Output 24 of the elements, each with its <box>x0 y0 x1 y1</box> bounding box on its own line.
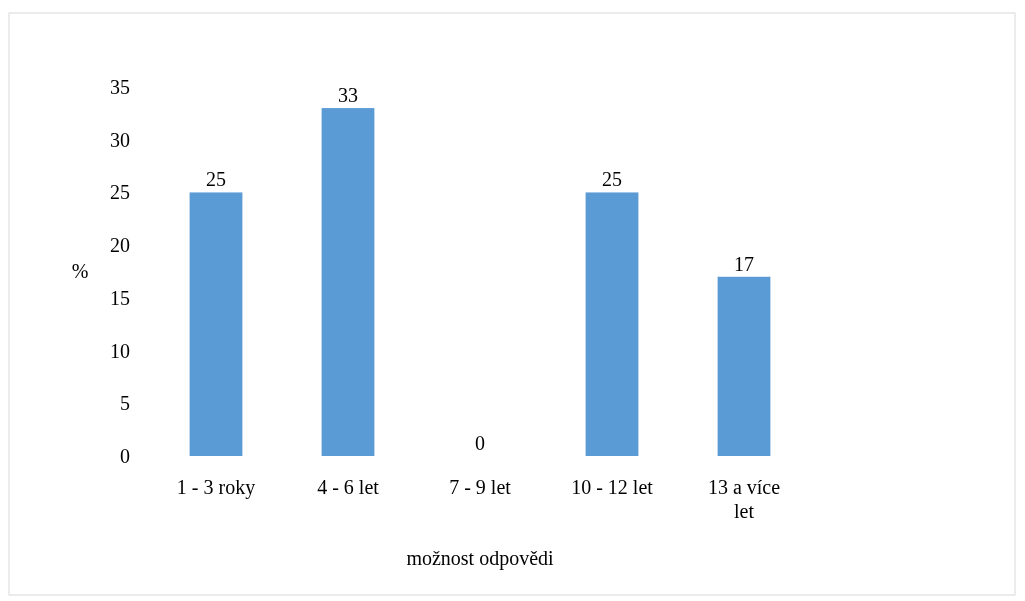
x-tick-label: 1 - 3 roky <box>176 476 256 499</box>
bar <box>189 192 243 456</box>
y-tick-label: 15 <box>110 286 130 309</box>
x-tick-label: 4 - 6 let <box>317 476 380 498</box>
y-tick-label: 35 <box>110 76 130 98</box>
x-tick-label: 7 - 9 let <box>449 476 512 498</box>
y-tick-label: 10 <box>110 339 130 362</box>
bar <box>717 276 771 456</box>
y-axis-title: % <box>71 260 89 282</box>
y-tick-label: 5 <box>120 392 130 415</box>
y-tick-label: 30 <box>110 128 130 151</box>
data-label: 25 <box>602 168 622 191</box>
y-tick-label: 20 <box>110 234 130 257</box>
bar <box>321 108 375 456</box>
data-label: 17 <box>734 252 754 275</box>
data-label: 25 <box>206 168 226 191</box>
y-tick-label: 0 <box>120 445 130 467</box>
bar <box>585 192 639 456</box>
data-label: 0 <box>475 432 485 454</box>
y-tick-label: 25 <box>110 181 130 204</box>
x-tick-label: 13 a více let <box>707 476 781 522</box>
data-label: 33 <box>338 84 358 107</box>
x-axis-title: možnost odpovědi <box>406 547 555 570</box>
x-tick-label: 10 - 12 let <box>571 476 654 498</box>
